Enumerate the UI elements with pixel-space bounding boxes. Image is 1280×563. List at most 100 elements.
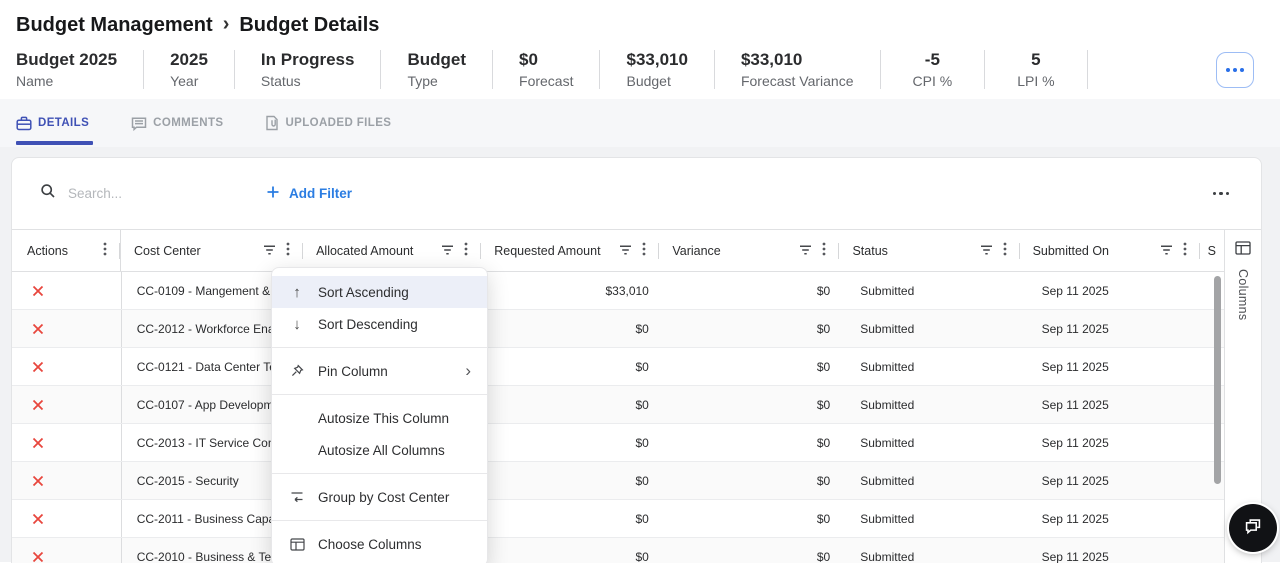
variance-cell: $0 bbox=[816, 511, 831, 526]
budget-table: Actions Cost Center bbox=[12, 229, 1261, 563]
delete-row-icon[interactable] bbox=[32, 475, 44, 487]
search-input[interactable] bbox=[68, 186, 208, 201]
stat-budget: $33,010 Budget bbox=[600, 50, 715, 89]
chat-widget-button[interactable] bbox=[1229, 504, 1277, 552]
table-row[interactable]: CC-2012 - Workforce Enab $0 $0 Submitted… bbox=[12, 310, 1224, 348]
delete-row-icon[interactable] bbox=[32, 399, 44, 411]
stat-cpi-value: -5 bbox=[924, 50, 940, 69]
column-label: Requested Amount bbox=[494, 243, 601, 258]
ellipsis-icon bbox=[1225, 191, 1229, 196]
kebab-menu-icon[interactable] bbox=[822, 242, 826, 259]
stat-budget-value: $33,010 bbox=[626, 50, 688, 69]
table-row[interactable]: CC-0107 - App Developme $0 $0 Submitted … bbox=[12, 386, 1224, 424]
add-filter-button[interactable]: Add Filter bbox=[266, 185, 352, 202]
column-header-submitted-on[interactable]: Submitted On bbox=[1020, 230, 1200, 271]
column-label: Status bbox=[852, 243, 888, 258]
kebab-menu-icon[interactable] bbox=[642, 242, 646, 259]
filter-icon[interactable] bbox=[980, 244, 993, 258]
search-box[interactable] bbox=[40, 183, 230, 204]
cost-center-cell: CC-2011 - Business Capab bbox=[136, 511, 282, 526]
stat-cpi-label: CPI % bbox=[912, 73, 953, 89]
status-cell: Submitted bbox=[860, 511, 915, 526]
vertical-scrollbar[interactable] bbox=[1214, 276, 1221, 484]
menu-item-label: Sort Descending bbox=[318, 316, 418, 332]
menu-item-sort-ascending[interactable]: ↑ Sort Ascending bbox=[272, 276, 487, 308]
breadcrumb-chevron-icon: › bbox=[222, 13, 230, 35]
delete-row-icon[interactable] bbox=[32, 551, 44, 563]
table-row[interactable]: CC-0121 - Data Center Tes $0 $0 Submitte… bbox=[12, 348, 1224, 386]
column-header-variance[interactable]: Variance bbox=[659, 230, 840, 271]
delete-row-icon[interactable] bbox=[32, 361, 44, 373]
menu-item-autosize-this-column[interactable]: Autosize This Column bbox=[272, 402, 487, 434]
columns-icon bbox=[288, 537, 306, 551]
menu-divider bbox=[272, 473, 487, 474]
tab-uploaded-files[interactable]: UPLOADED FILES bbox=[265, 99, 391, 147]
requested-amount-cell: $0 bbox=[635, 321, 649, 336]
menu-item-label: Choose Columns bbox=[318, 536, 422, 552]
filter-icon[interactable] bbox=[441, 244, 454, 258]
tab-comments[interactable]: COMMENTS bbox=[131, 99, 223, 147]
column-header-requested-amount[interactable]: Requested Amount bbox=[481, 230, 660, 271]
column-label: Actions bbox=[27, 243, 68, 258]
stat-name: Budget 2025 Name bbox=[16, 50, 145, 89]
table-row[interactable]: CC-2015 - Security $0 $0 Submitted Sep 1… bbox=[12, 462, 1224, 500]
menu-item-label: Autosize All Columns bbox=[318, 442, 445, 458]
table-row[interactable]: CC-2011 - Business Capab $0 $0 Submitted… bbox=[12, 500, 1224, 538]
chat-bubbles-icon bbox=[1242, 515, 1264, 542]
stat-forecast-variance-label: Forecast Variance bbox=[740, 73, 854, 89]
menu-item-pin-column[interactable]: Pin Column › bbox=[272, 355, 487, 387]
kebab-menu-icon[interactable] bbox=[103, 242, 107, 259]
stat-forecast-value: $0 bbox=[519, 50, 538, 69]
budget-summary-bar: Budget 2025 Name 2025 Year In Progress S… bbox=[0, 42, 1280, 99]
cost-center-cell: CC-2010 - Business & Tec bbox=[136, 549, 278, 563]
filter-icon[interactable] bbox=[799, 244, 812, 258]
ellipsis-icon bbox=[1219, 191, 1223, 196]
cost-center-cell: CC-0109 - Mangement & I bbox=[136, 283, 277, 298]
add-filter-label: Add Filter bbox=[289, 186, 352, 201]
submitted-on-cell: Sep 11 2025 bbox=[1041, 435, 1109, 450]
column-header-truncated[interactable]: S bbox=[1200, 230, 1224, 271]
kebab-menu-icon[interactable] bbox=[286, 242, 290, 259]
stat-forecast-variance: $33,010 Forecast Variance bbox=[715, 50, 881, 89]
table-row[interactable]: CC-2010 - Business & Tec $0 $0 Submitted… bbox=[12, 538, 1224, 563]
menu-item-autosize-all-columns[interactable]: Autosize All Columns bbox=[272, 434, 487, 466]
stat-type-value: Budget bbox=[407, 50, 467, 69]
menu-item-choose-columns[interactable]: Choose Columns bbox=[272, 528, 487, 560]
status-cell: Submitted bbox=[860, 435, 915, 450]
stat-status-value: In Progress bbox=[260, 50, 355, 69]
filter-icon[interactable] bbox=[619, 244, 632, 258]
column-header-status[interactable]: Status bbox=[839, 230, 1020, 271]
kebab-menu-icon[interactable] bbox=[1183, 242, 1187, 259]
submitted-on-cell: Sep 11 2025 bbox=[1041, 397, 1109, 412]
delete-row-icon[interactable] bbox=[32, 513, 44, 525]
filter-icon[interactable] bbox=[263, 244, 276, 258]
delete-row-icon[interactable] bbox=[32, 285, 44, 297]
stat-year-value: 2025 bbox=[170, 50, 208, 69]
table-row[interactable]: CC-2013 - IT Service Cont $0 $0 Submitte… bbox=[12, 424, 1224, 462]
submitted-on-cell: Sep 11 2025 bbox=[1041, 283, 1109, 298]
column-header-actions[interactable]: Actions bbox=[12, 230, 122, 271]
delete-row-icon[interactable] bbox=[32, 437, 44, 449]
budget-more-actions-button[interactable] bbox=[1216, 51, 1254, 88]
tab-details[interactable]: DETAILS bbox=[16, 99, 94, 147]
menu-item-label: Pin Column bbox=[318, 363, 388, 379]
column-header-allocated-amount[interactable]: Allocated Amount bbox=[303, 230, 482, 271]
requested-amount-cell: $0 bbox=[635, 359, 649, 374]
menu-item-group-by-cost-center[interactable]: Group by Cost Center bbox=[272, 481, 487, 513]
filter-icon[interactable] bbox=[1160, 244, 1173, 258]
delete-row-icon[interactable] bbox=[32, 323, 44, 335]
kebab-menu-icon[interactable] bbox=[1003, 242, 1007, 259]
breadcrumb-parent[interactable]: Budget Management bbox=[16, 14, 213, 36]
menu-item-sort-descending[interactable]: ↓ Sort Descending bbox=[272, 308, 487, 340]
table-row[interactable]: CC-0109 - Mangement & I $33,010 $0 Submi… bbox=[12, 272, 1224, 310]
submitted-on-cell: Sep 11 2025 bbox=[1041, 321, 1109, 336]
column-header-cost-center[interactable]: Cost Center bbox=[121, 230, 304, 271]
briefcase-icon bbox=[16, 116, 32, 131]
stat-forecast-variance-value: $33,010 bbox=[740, 50, 803, 69]
table-more-options-button[interactable] bbox=[1207, 186, 1236, 202]
cost-center-cell: CC-0107 - App Developme bbox=[136, 397, 281, 412]
stat-budget-label: Budget bbox=[626, 73, 671, 89]
kebab-menu-icon[interactable] bbox=[464, 242, 468, 259]
stat-name-value: Budget 2025 bbox=[16, 50, 118, 69]
variance-cell: $0 bbox=[816, 397, 831, 412]
